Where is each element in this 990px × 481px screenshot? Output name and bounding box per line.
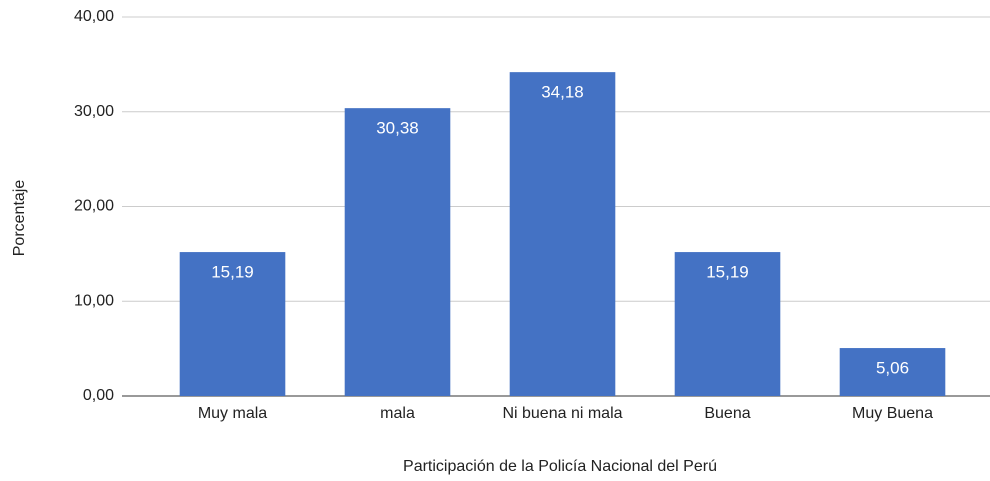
y-tick-label: 0,00: [83, 387, 114, 404]
y-axis-title: Porcentaje: [11, 180, 28, 257]
y-tick-label: 40,00: [74, 8, 114, 25]
y-tick-label: 30,00: [74, 103, 114, 120]
x-tick-label: Muy Buena: [852, 405, 933, 422]
bar: [509, 72, 616, 396]
y-tick-label: 10,00: [74, 292, 114, 309]
bar: [674, 252, 781, 396]
value-label: 5,06: [876, 359, 909, 378]
value-label: 15,19: [211, 263, 254, 282]
x-tick-label: Ni buena ni mala: [502, 405, 622, 422]
bar: [179, 252, 286, 396]
value-label: 30,38: [376, 119, 419, 138]
bar: [344, 108, 451, 396]
value-label: 15,19: [706, 263, 749, 282]
bar: [839, 348, 946, 396]
value-label: 34,18: [541, 83, 584, 102]
x-tick-label: Muy mala: [198, 405, 267, 422]
y-tick-label: 20,00: [74, 198, 114, 215]
x-tick-label: Buena: [704, 405, 750, 422]
x-tick-label: mala: [380, 405, 415, 422]
x-axis-title: Participación de la Policía Nacional del…: [403, 458, 717, 475]
